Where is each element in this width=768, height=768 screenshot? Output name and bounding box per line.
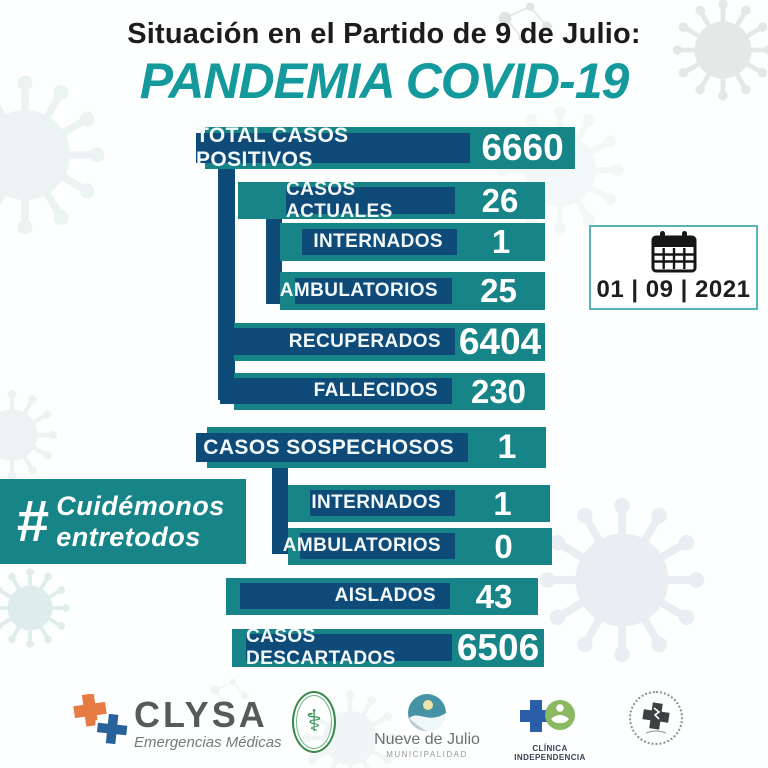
clinica-independencia-icon [520, 700, 575, 732]
clysa-cross-icon [73, 694, 131, 747]
stat-bar-total-casos-positivos: TOTAL CASOS POSITIVOS 6660 [196, 124, 575, 171]
stat-value: 25 [480, 272, 517, 309]
stat-label: CASOS SOSPECHOSOS [203, 435, 454, 459]
page-title: Situación en el Partido de 9 de Julio: [127, 18, 641, 50]
connector-total-branch [218, 157, 235, 400]
report-date-box: 01 | 09 | 2021 [589, 225, 758, 310]
campaign-hashtag-box: # Cuidémonos entretodos [0, 479, 246, 564]
stat-value: 6506 [456, 627, 540, 668]
stat-bar-casos-descartados: CASOS DESCARTADOS 6506 [232, 625, 544, 669]
stat-value: 6404 [458, 321, 542, 362]
municipality-subtitle: MUNICIPALIDAD [386, 750, 468, 759]
stat-value: 43 [475, 577, 513, 615]
stat-bar-internados-2: INTERNADOS 1 [288, 485, 550, 522]
stat-label: TOTAL CASOS POSITIVOS [196, 124, 349, 171]
stat-label: AMBULATORIOS [282, 535, 441, 556]
clinica-independencia-label: CLÍNICA INDEPENDENCIA [514, 744, 586, 762]
stat-bar-aislados: AISLADOS 43 [226, 578, 538, 615]
stat-value: 1 [497, 428, 517, 466]
hashtag-line2: entretodos [56, 521, 201, 552]
clysa-tagline: Emergencias Médicas [134, 734, 282, 751]
stat-value: 1 [493, 484, 512, 522]
stat-label: CASOS ACTUALES [286, 178, 393, 222]
stat-bar-internados-1: INTERNADOS 1 [280, 223, 545, 261]
clysa-logo: CLYSA Emergencias Médicas [134, 694, 282, 752]
medical-society-seal-icon [629, 691, 683, 745]
stat-value: 6660 [481, 127, 564, 168]
stat-bar-casos-actuales: CASOS ACTUALES 26 [238, 179, 545, 222]
stat-value: 26 [481, 181, 519, 219]
hashtag-line1: Cuidémonos [56, 490, 225, 521]
stat-bar-fallecidos: FALLECIDOS 230 [220, 372, 545, 410]
municipality-logo-text: Nueve de Julio MUNICIPALIDAD [367, 731, 487, 759]
hashtag-icon: # [16, 488, 49, 554]
nueve-de-julio-logo-icon [407, 694, 446, 733]
municipality-name: Nueve de Julio [374, 731, 480, 748]
stat-label: RECUPERADOS [288, 330, 441, 352]
connector-sospechosos-branch [272, 456, 288, 554]
stat-label: CASOS DESCARTADOS [246, 625, 396, 669]
page-subtitle: PANDEMIA COVID-19 [139, 53, 630, 109]
stat-label: INTERNADOS [313, 231, 443, 252]
stat-bar-casos-sospechosos: CASOS SOSPECHOSOS 1 [196, 427, 546, 468]
stat-bar-ambulatorios-2: AMBULATORIOS 0 [283, 527, 552, 565]
stat-value: 1 [491, 223, 511, 260]
seal-cross-icon [642, 702, 670, 734]
calendar-icon [651, 231, 696, 273]
stat-label: AMBULATORIOS [279, 280, 438, 301]
caduceus-icon: ⚕ [305, 705, 323, 738]
pharmacy-college-seal-icon: ⚕ [292, 691, 336, 753]
stat-value: 0 [494, 527, 513, 565]
stat-bar-recuperados: RECUPERADOS 6404 [220, 321, 545, 362]
stat-bar-ambulatorios-1: AMBULATORIOS 25 [280, 272, 545, 310]
stat-value: 230 [470, 372, 527, 410]
connector-actuales-branch [266, 208, 282, 304]
header: Situación en el Partido de 9 de Julio: P… [0, 18, 768, 110]
stat-label: AISLADOS [334, 585, 436, 606]
stat-label: FALLECIDOS [313, 380, 438, 401]
clysa-logo-text: CLYSA [134, 694, 268, 735]
stat-label: INTERNADOS [311, 492, 441, 513]
report-date: 01 | 09 | 2021 [596, 276, 751, 303]
